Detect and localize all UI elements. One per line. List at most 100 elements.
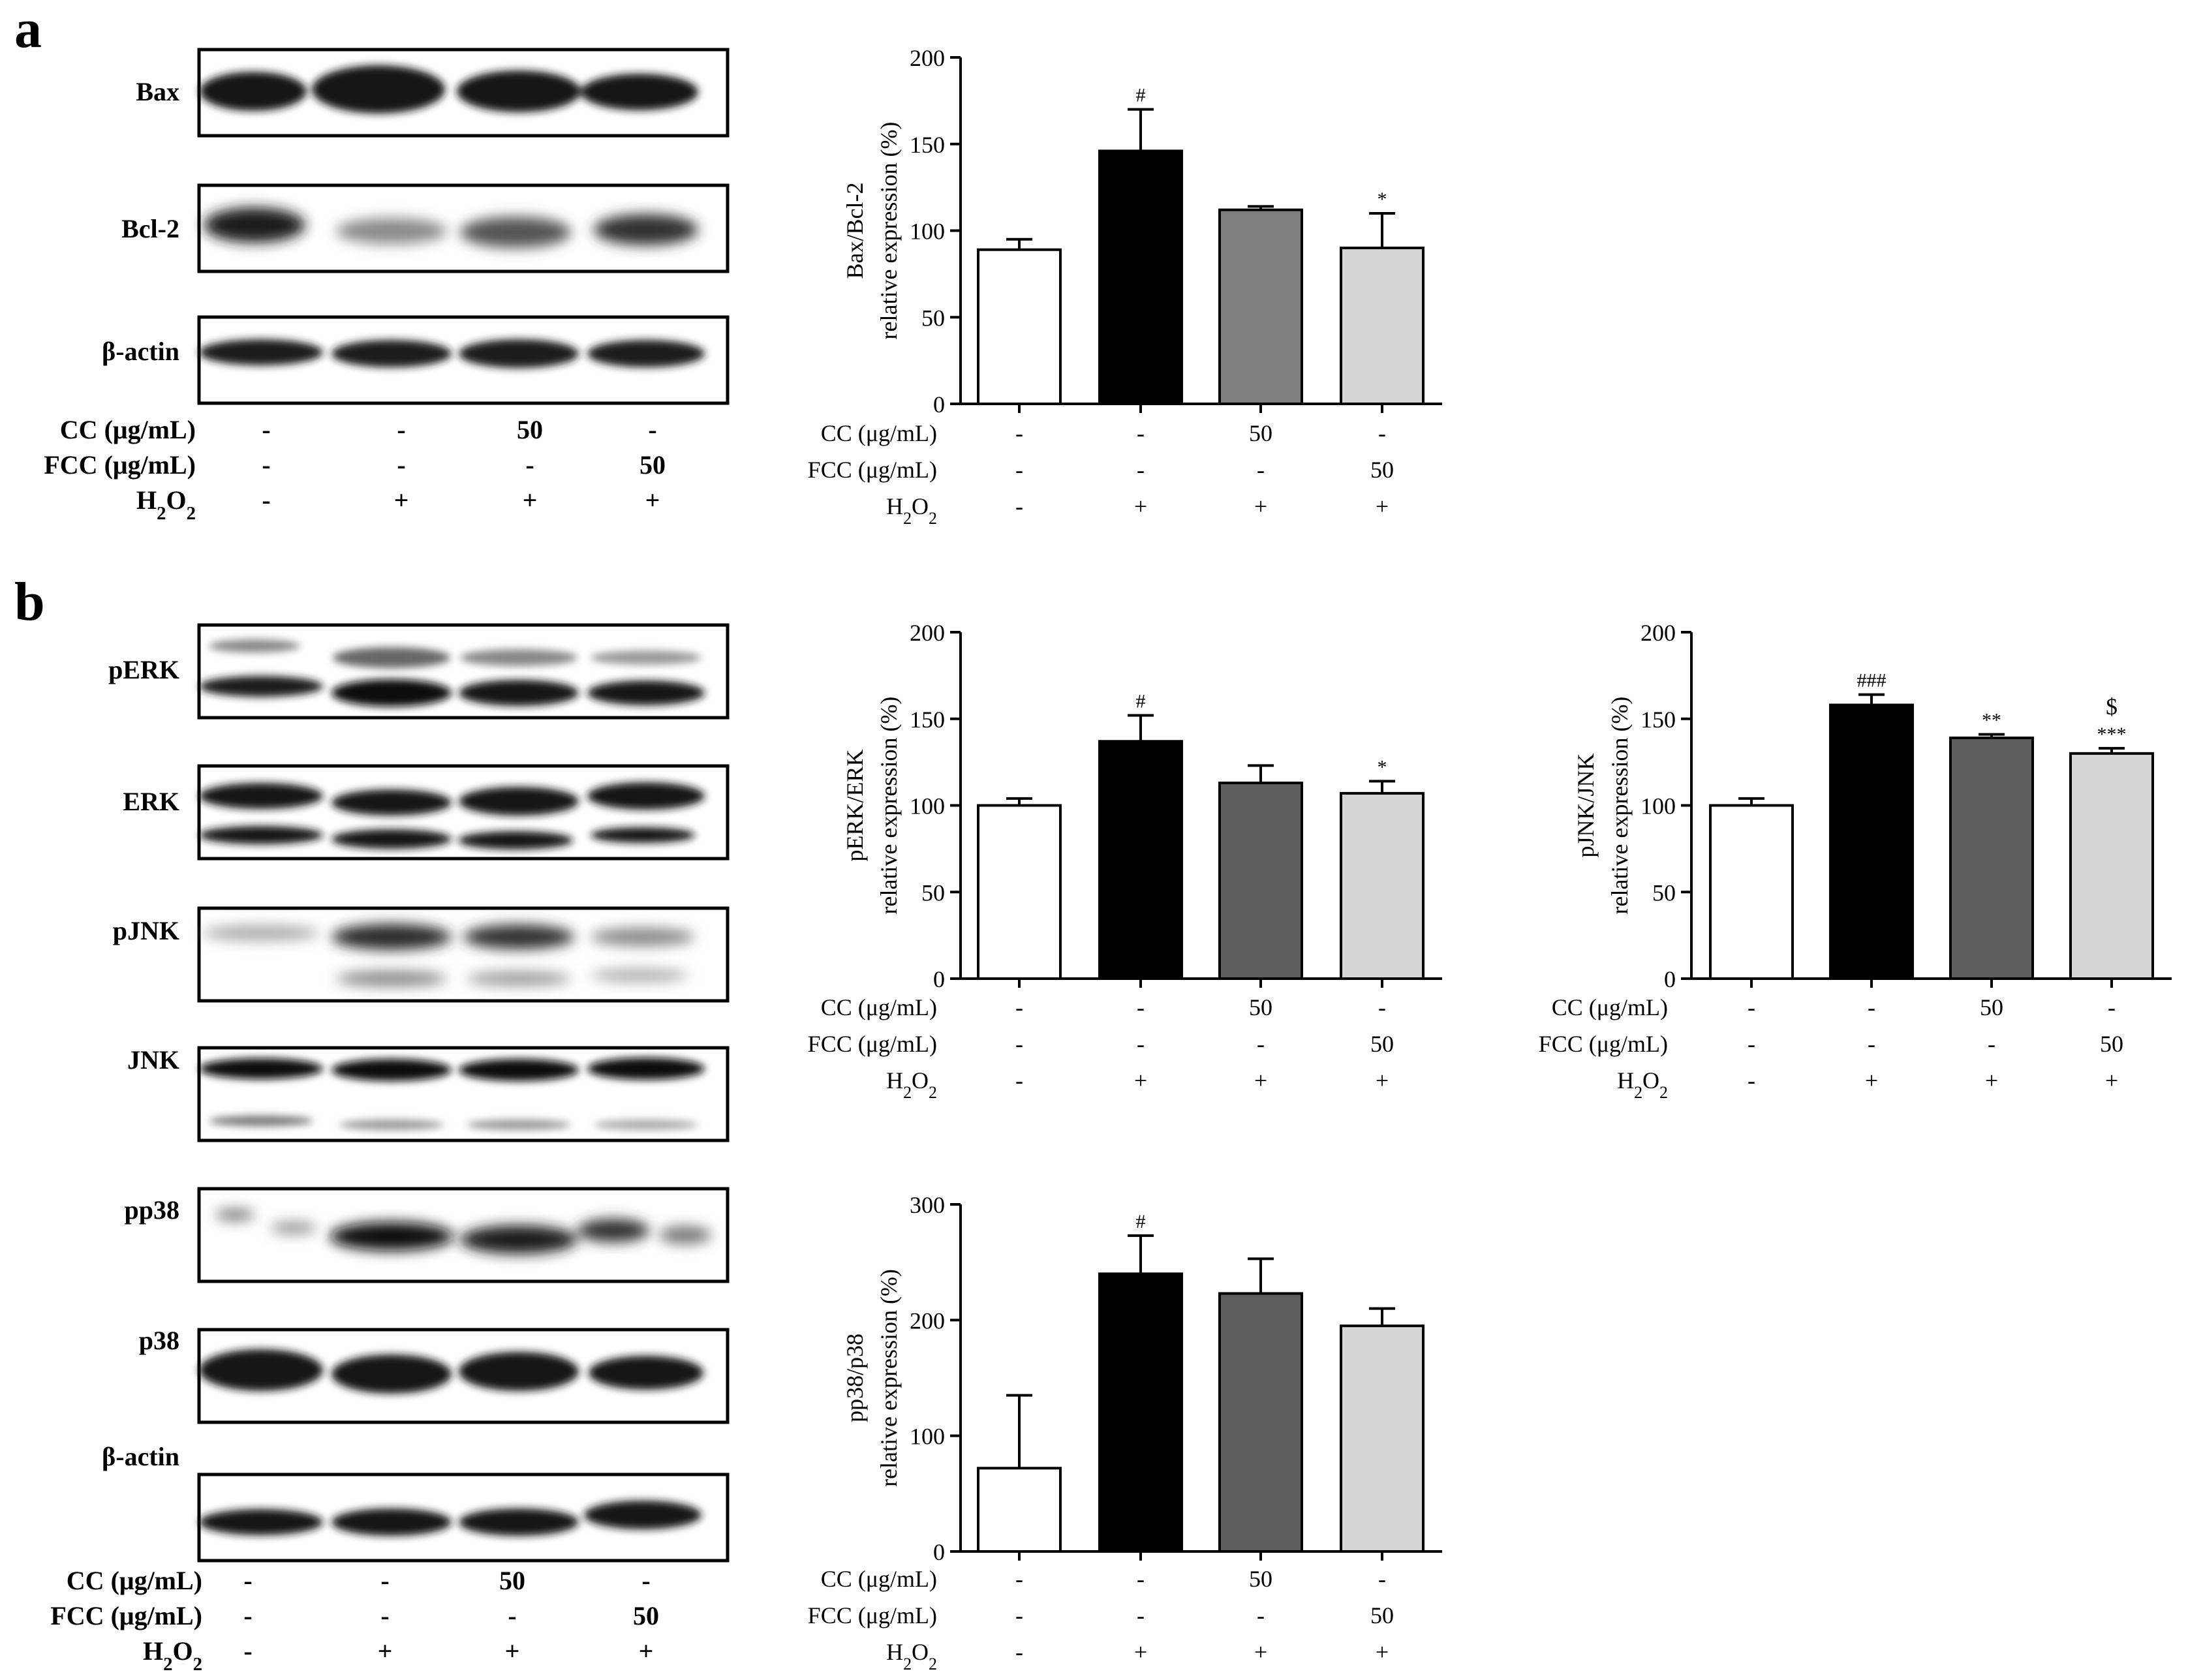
y-tick-label: 0 [933, 1539, 945, 1565]
condition-value: 50 [1370, 457, 1394, 483]
y-tick-label: 200 [910, 1307, 945, 1334]
bar [1949, 736, 2034, 980]
significance-label: ### [1857, 670, 1887, 692]
y-tick-label: 200 [1641, 620, 1676, 646]
bar [1340, 791, 1425, 981]
blot-label-jnk: JNK [127, 1045, 179, 1075]
condition-value: + [1985, 1067, 1998, 1093]
significance-label-top: $ [2106, 694, 2118, 720]
condition-value: - [1257, 1031, 1265, 1057]
bar [1098, 1272, 1183, 1553]
bar-chart-1: 0 50 100 150 200 Bax/Bcl-2 relative expression… [842, 45, 1442, 418]
condition-value: + [1376, 493, 1389, 519]
bar-chart-3: 0 50 100 150 200 pJNK/JNK relative expression … [1573, 620, 2172, 992]
condition-value: - [243, 1566, 252, 1595]
condition-value: + [523, 485, 538, 515]
condition-value: - [1137, 1602, 1145, 1628]
condition-value: - [243, 1636, 252, 1666]
bar [977, 248, 1062, 405]
bar [1218, 781, 1303, 980]
western-blots-b [197, 623, 730, 1563]
condition-value: - [1137, 420, 1145, 446]
condition-value: - [262, 485, 270, 515]
condition-value: + [1254, 493, 1267, 519]
condition-value: 50 [1370, 1031, 1394, 1057]
condition-value: - [1015, 420, 1023, 446]
y-tick-label: 100 [1641, 793, 1676, 819]
blot-pjnk [197, 906, 730, 1003]
condition-label: FCC (μg/mL) [808, 1602, 937, 1628]
condition-label: FCC (μg/mL) [808, 1031, 937, 1057]
condition-value: - [1257, 1602, 1265, 1628]
condition-value: + [1134, 1067, 1147, 1093]
condition-label: FCC (μg/mL) [1539, 1031, 1668, 1057]
y-axis-label: pJNK/JNK [1573, 753, 1599, 857]
bar [977, 1467, 1062, 1553]
condition-value: 50 [517, 415, 543, 444]
blot-label-p38: p38 [139, 1326, 179, 1355]
condition-value: + [394, 485, 409, 515]
y-axis-label: relative expression (%) [1607, 697, 1633, 915]
y-tick-label: 0 [933, 966, 945, 992]
bar [1709, 804, 1794, 980]
condition-value: - [1868, 1031, 1875, 1057]
condition-value: 50 [633, 1601, 659, 1630]
condition-value: - [262, 450, 270, 480]
bar-chart-4: 0 100 200 300 pp38/p38 relative expression (%… [842, 1192, 1442, 1565]
condition-value: 50 [639, 450, 666, 480]
condition-value: - [2108, 994, 2116, 1020]
bar [977, 804, 1062, 980]
significance-label: *** [2097, 724, 2127, 745]
y-tick-label: 50 [921, 879, 945, 906]
condition-value: + [1376, 1639, 1389, 1665]
blot-label-perk: pERK [108, 655, 179, 684]
condition-table-chart-a: CC (μg/mL) - - 50 - FCC (μg/mL) - - - 50 H2O2 - + + + [808, 420, 1394, 528]
condition-label: H2O2 [886, 493, 937, 528]
condition-value: - [1137, 1031, 1145, 1057]
condition-value: 50 [1249, 994, 1272, 1020]
condition-value: - [1378, 420, 1386, 446]
condition-value: - [1137, 457, 1145, 483]
significance-label: # [1136, 690, 1146, 712]
y-axis-label: pERK/ERK [842, 749, 868, 861]
blot-label-erk: ERK [123, 787, 179, 816]
condition-value: + [505, 1636, 520, 1666]
blot-label-beta-actin-b: β-actin [102, 1442, 179, 1471]
condition-table-blot-b: CC (μg/mL) - - 50 - FCC (μg/mL) - - - 50 H2O2 - + + + [50, 1566, 659, 1675]
condition-value: + [645, 485, 660, 515]
condition-value: 50 [2100, 1031, 2123, 1057]
bar [1829, 703, 1914, 980]
condition-label: FCC (μg/mL) [808, 457, 937, 483]
condition-value: - [1257, 457, 1265, 483]
condition-value: - [262, 415, 270, 444]
condition-value: - [1015, 994, 1023, 1020]
blot-label-pjnk: pJNK [113, 916, 179, 945]
condition-value: - [1015, 1031, 1023, 1057]
condition-label: CC (μg/mL) [1552, 994, 1668, 1020]
condition-value: + [1254, 1067, 1267, 1093]
y-tick-label: 300 [910, 1192, 945, 1218]
condition-value: + [639, 1636, 654, 1666]
condition-value: - [1015, 457, 1023, 483]
condition-value: 50 [1249, 420, 1272, 446]
western-blots-a [197, 48, 730, 405]
significance-label: * [1378, 189, 1387, 210]
condition-value: - [1748, 994, 1755, 1020]
condition-value: - [648, 415, 656, 444]
condition-value: + [1865, 1067, 1878, 1093]
condition-label: CC (μg/mL) [821, 1566, 937, 1592]
y-axis-label: pp38/p38 [842, 1334, 868, 1422]
bar [1218, 1292, 1303, 1553]
condition-value: - [380, 1566, 389, 1595]
blot-label-pp38: pp38 [125, 1195, 180, 1225]
condition-value: + [1254, 1639, 1267, 1665]
condition-value: + [1134, 1639, 1147, 1665]
condition-value: 50 [1249, 1566, 1272, 1592]
condition-value: - [1015, 1602, 1023, 1628]
bar [1098, 149, 1183, 405]
significance-label: # [1136, 85, 1146, 106]
y-tick-label: 50 [1652, 879, 1676, 906]
y-tick-label: 200 [910, 620, 945, 646]
condition-label: H2O2 [1617, 1067, 1668, 1102]
